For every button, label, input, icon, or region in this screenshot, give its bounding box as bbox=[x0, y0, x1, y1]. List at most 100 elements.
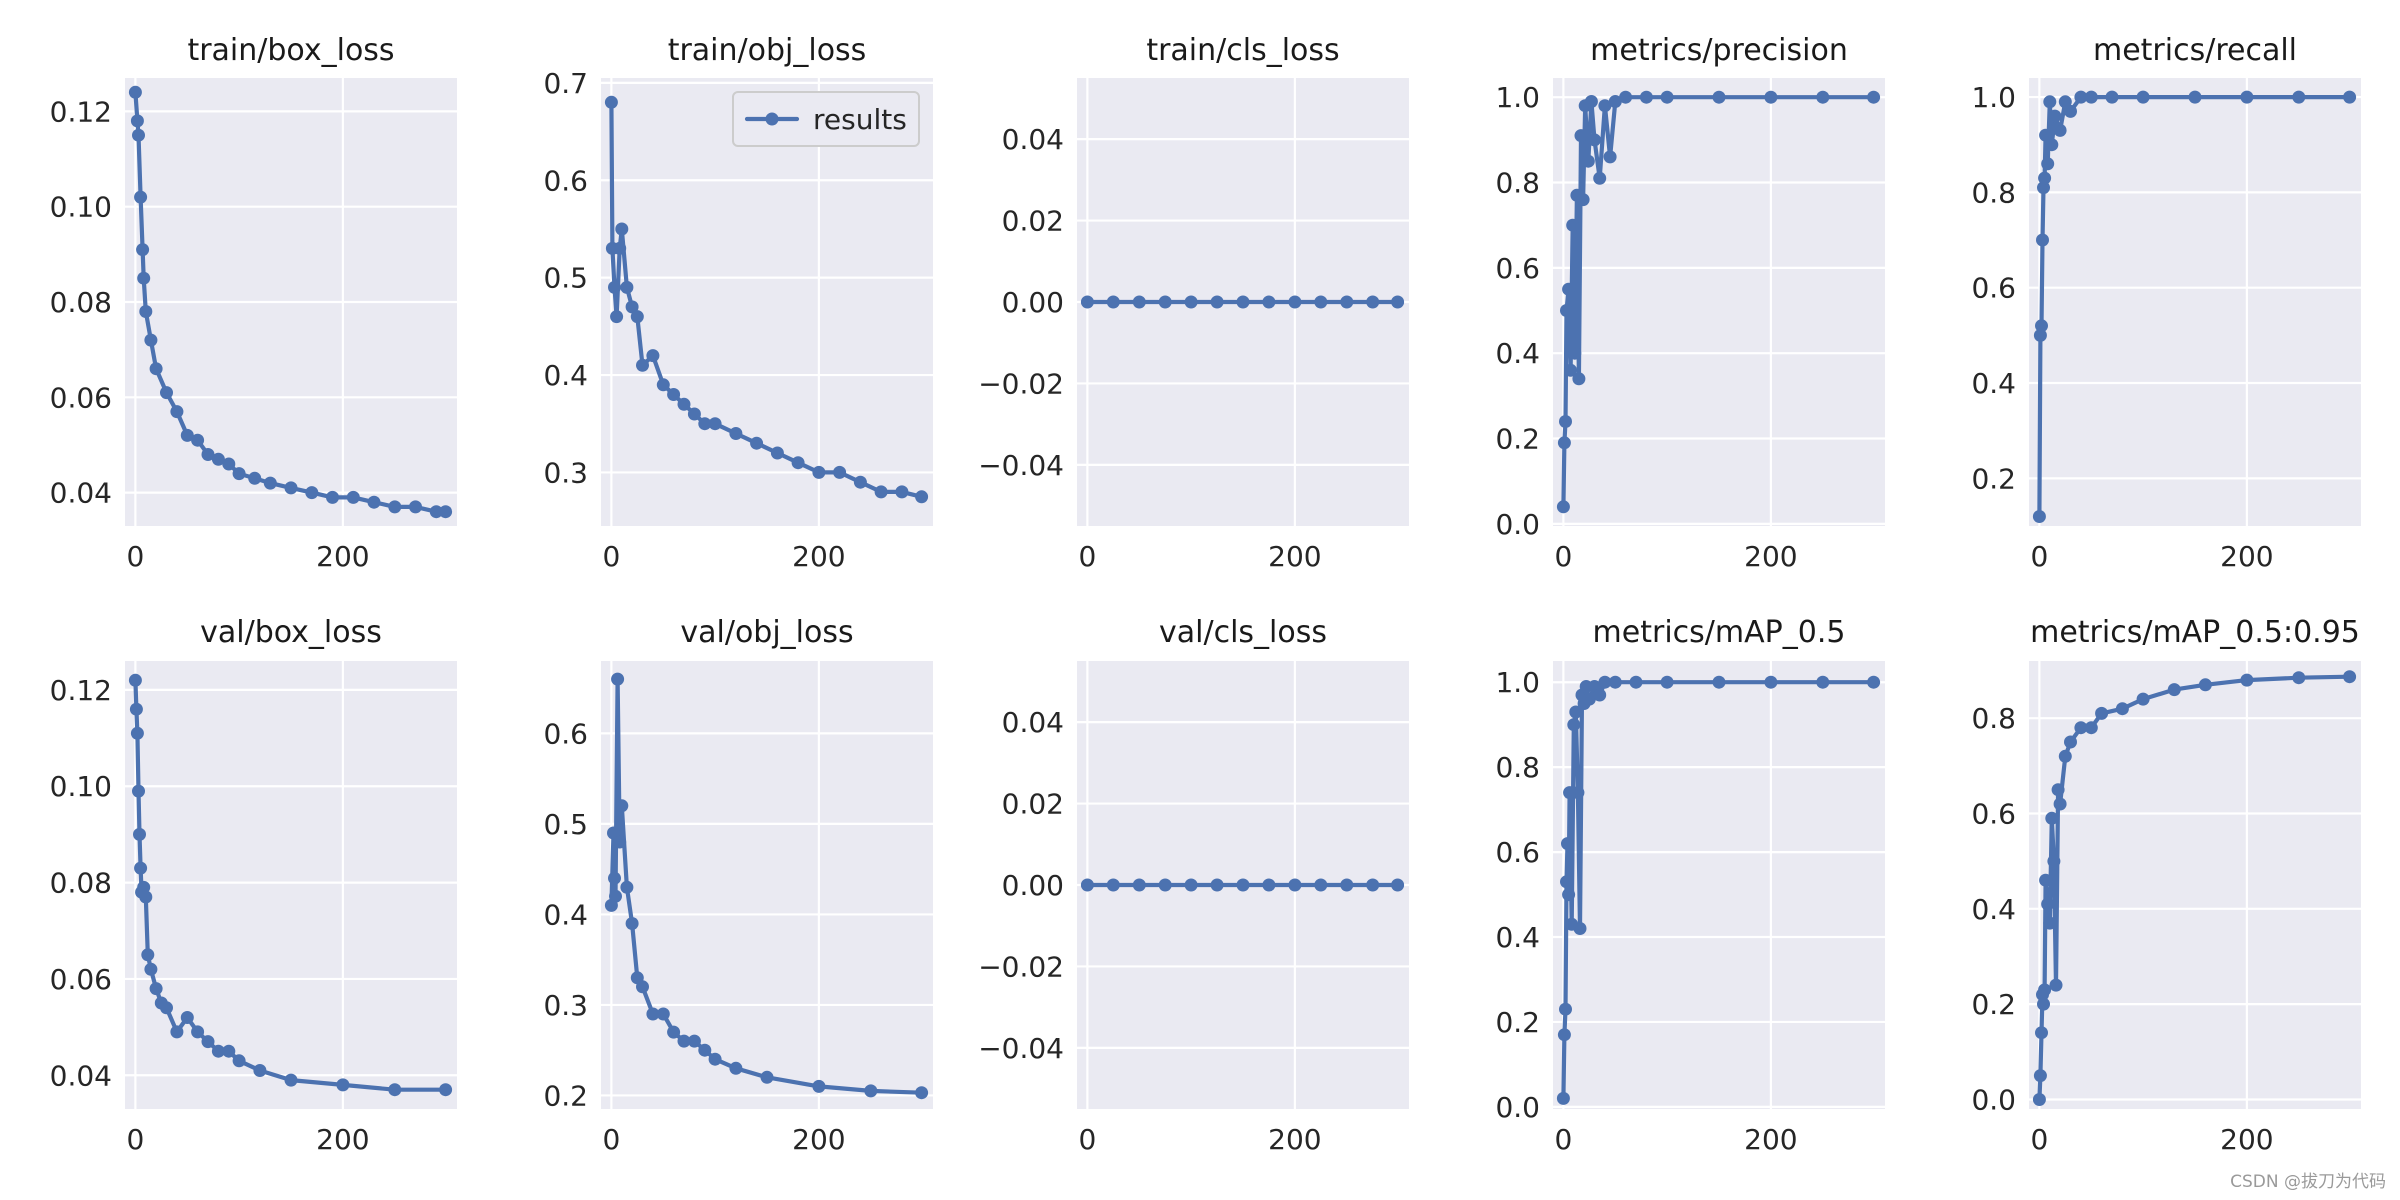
y-tick-label: 0.12 bbox=[50, 674, 112, 707]
x-tick-label: 0 bbox=[1078, 1123, 1096, 1156]
data-point bbox=[874, 485, 888, 499]
data-point bbox=[2045, 811, 2059, 825]
plot-background bbox=[601, 78, 933, 526]
y-tick-label: 0.8 bbox=[1495, 751, 1540, 784]
y-tick-label: 0.6 bbox=[1971, 798, 2016, 831]
plot-background bbox=[1553, 661, 1885, 1109]
data-point bbox=[1288, 878, 1302, 892]
data-point bbox=[625, 917, 639, 930]
subplot-title: train/box_loss bbox=[187, 33, 394, 68]
data-point bbox=[1557, 1028, 1571, 1042]
data-point bbox=[134, 190, 148, 204]
data-point bbox=[2037, 997, 2050, 1011]
data-point bbox=[1236, 878, 1250, 892]
y-tick-label: 0.10 bbox=[50, 191, 112, 224]
data-point bbox=[812, 1079, 826, 1093]
data-point bbox=[2084, 90, 2098, 104]
subplot-7: 0 200 0.2 0.3 0.4 0.5 0.6 val/obj_loss bbox=[543, 615, 933, 1156]
y-tick-label: 0.4 bbox=[1495, 921, 1540, 954]
x-tick-label: 0 bbox=[126, 1123, 144, 1156]
data-point bbox=[760, 1070, 774, 1084]
plot-background bbox=[2029, 78, 2361, 526]
data-point bbox=[698, 1043, 712, 1057]
data-point bbox=[1816, 675, 1830, 689]
data-point bbox=[615, 799, 629, 813]
data-point bbox=[232, 1054, 246, 1068]
x-tick-label: 200 bbox=[316, 540, 369, 573]
data-point bbox=[1158, 878, 1172, 892]
data-point bbox=[1314, 295, 1328, 309]
data-point bbox=[132, 784, 145, 798]
y-tick-label: 0.04 bbox=[1002, 123, 1064, 156]
x-tick-label: 200 bbox=[1268, 540, 1321, 573]
data-point bbox=[613, 835, 627, 849]
data-point bbox=[211, 1044, 225, 1058]
y-tick-label: 0.2 bbox=[1495, 1006, 1540, 1039]
data-point bbox=[1593, 171, 1607, 185]
data-point bbox=[1391, 878, 1405, 892]
data-point bbox=[1557, 436, 1571, 450]
data-point bbox=[750, 436, 764, 450]
y-tick-label: 0.3 bbox=[543, 456, 588, 489]
subplot-4: 0 200 0.0 0.2 0.4 0.6 0.8 1.0 metrics/precision bbox=[1495, 33, 1885, 573]
data-point bbox=[130, 114, 144, 128]
y-tick-label: 0.6 bbox=[543, 717, 588, 750]
data-point bbox=[2041, 157, 2055, 171]
data-point bbox=[2115, 702, 2129, 716]
subplot-10: 0 200 0.0 0.2 0.4 0.6 0.8 metrics/mAP_0.5:0.95 bbox=[1971, 615, 2361, 1156]
data-point bbox=[636, 980, 649, 994]
x-tick-label: 200 bbox=[1744, 540, 1797, 573]
data-point bbox=[611, 672, 625, 686]
data-point bbox=[2136, 692, 2150, 706]
data-point bbox=[439, 505, 453, 519]
data-point bbox=[613, 241, 627, 255]
data-point bbox=[336, 1078, 350, 1092]
data-point bbox=[134, 861, 148, 875]
data-point bbox=[1560, 304, 1573, 317]
data-point bbox=[1603, 150, 1617, 164]
data-point bbox=[1561, 837, 1574, 851]
data-point bbox=[2032, 1093, 2046, 1106]
y-tick-label: 0.2 bbox=[1971, 988, 2016, 1021]
data-point bbox=[1556, 1091, 1570, 1105]
data-point bbox=[1106, 295, 1120, 309]
data-point bbox=[1598, 675, 1612, 689]
data-point bbox=[2035, 1026, 2048, 1040]
data-point bbox=[1560, 875, 1573, 889]
data-point bbox=[2058, 95, 2072, 109]
y-tick-label: 0.6 bbox=[543, 164, 588, 197]
data-point bbox=[170, 1025, 184, 1039]
csdn-watermark: CSDN @拔刀为代码 bbox=[2230, 1172, 2386, 1192]
data-point bbox=[128, 673, 142, 687]
y-tick-label: 0.7 bbox=[543, 67, 588, 100]
legend bbox=[732, 91, 920, 147]
y-tick-label: 0.2 bbox=[543, 1079, 588, 1112]
data-point bbox=[1340, 295, 1354, 309]
y-tick-label: 0.04 bbox=[50, 1059, 112, 1092]
data-point bbox=[864, 1084, 878, 1098]
y-tick-label: 0.8 bbox=[1971, 176, 2016, 209]
data-point bbox=[2058, 749, 2072, 763]
y-tick-label: 0.12 bbox=[50, 95, 112, 128]
data-point bbox=[2292, 671, 2306, 685]
data-point bbox=[1629, 675, 1643, 689]
data-point bbox=[1582, 692, 1596, 706]
subplot-title: train/cls_loss bbox=[1146, 33, 1339, 68]
data-point bbox=[2084, 721, 2098, 735]
data-point bbox=[1608, 675, 1622, 689]
data-point bbox=[132, 128, 145, 142]
x-tick-label: 0 bbox=[602, 1123, 620, 1156]
data-point bbox=[610, 310, 624, 324]
data-point bbox=[1588, 133, 1601, 147]
data-point bbox=[1567, 718, 1581, 732]
data-point bbox=[2198, 678, 2212, 692]
data-point bbox=[1564, 363, 1578, 377]
data-point bbox=[2064, 735, 2077, 749]
subplot-title: metrics/precision bbox=[1590, 33, 1848, 68]
y-tick-label: 0.5 bbox=[543, 262, 588, 295]
data-point bbox=[2074, 90, 2088, 104]
data-point bbox=[2343, 670, 2357, 684]
data-point bbox=[263, 476, 277, 490]
y-tick-label: 0.06 bbox=[50, 963, 112, 996]
data-point bbox=[667, 388, 681, 401]
